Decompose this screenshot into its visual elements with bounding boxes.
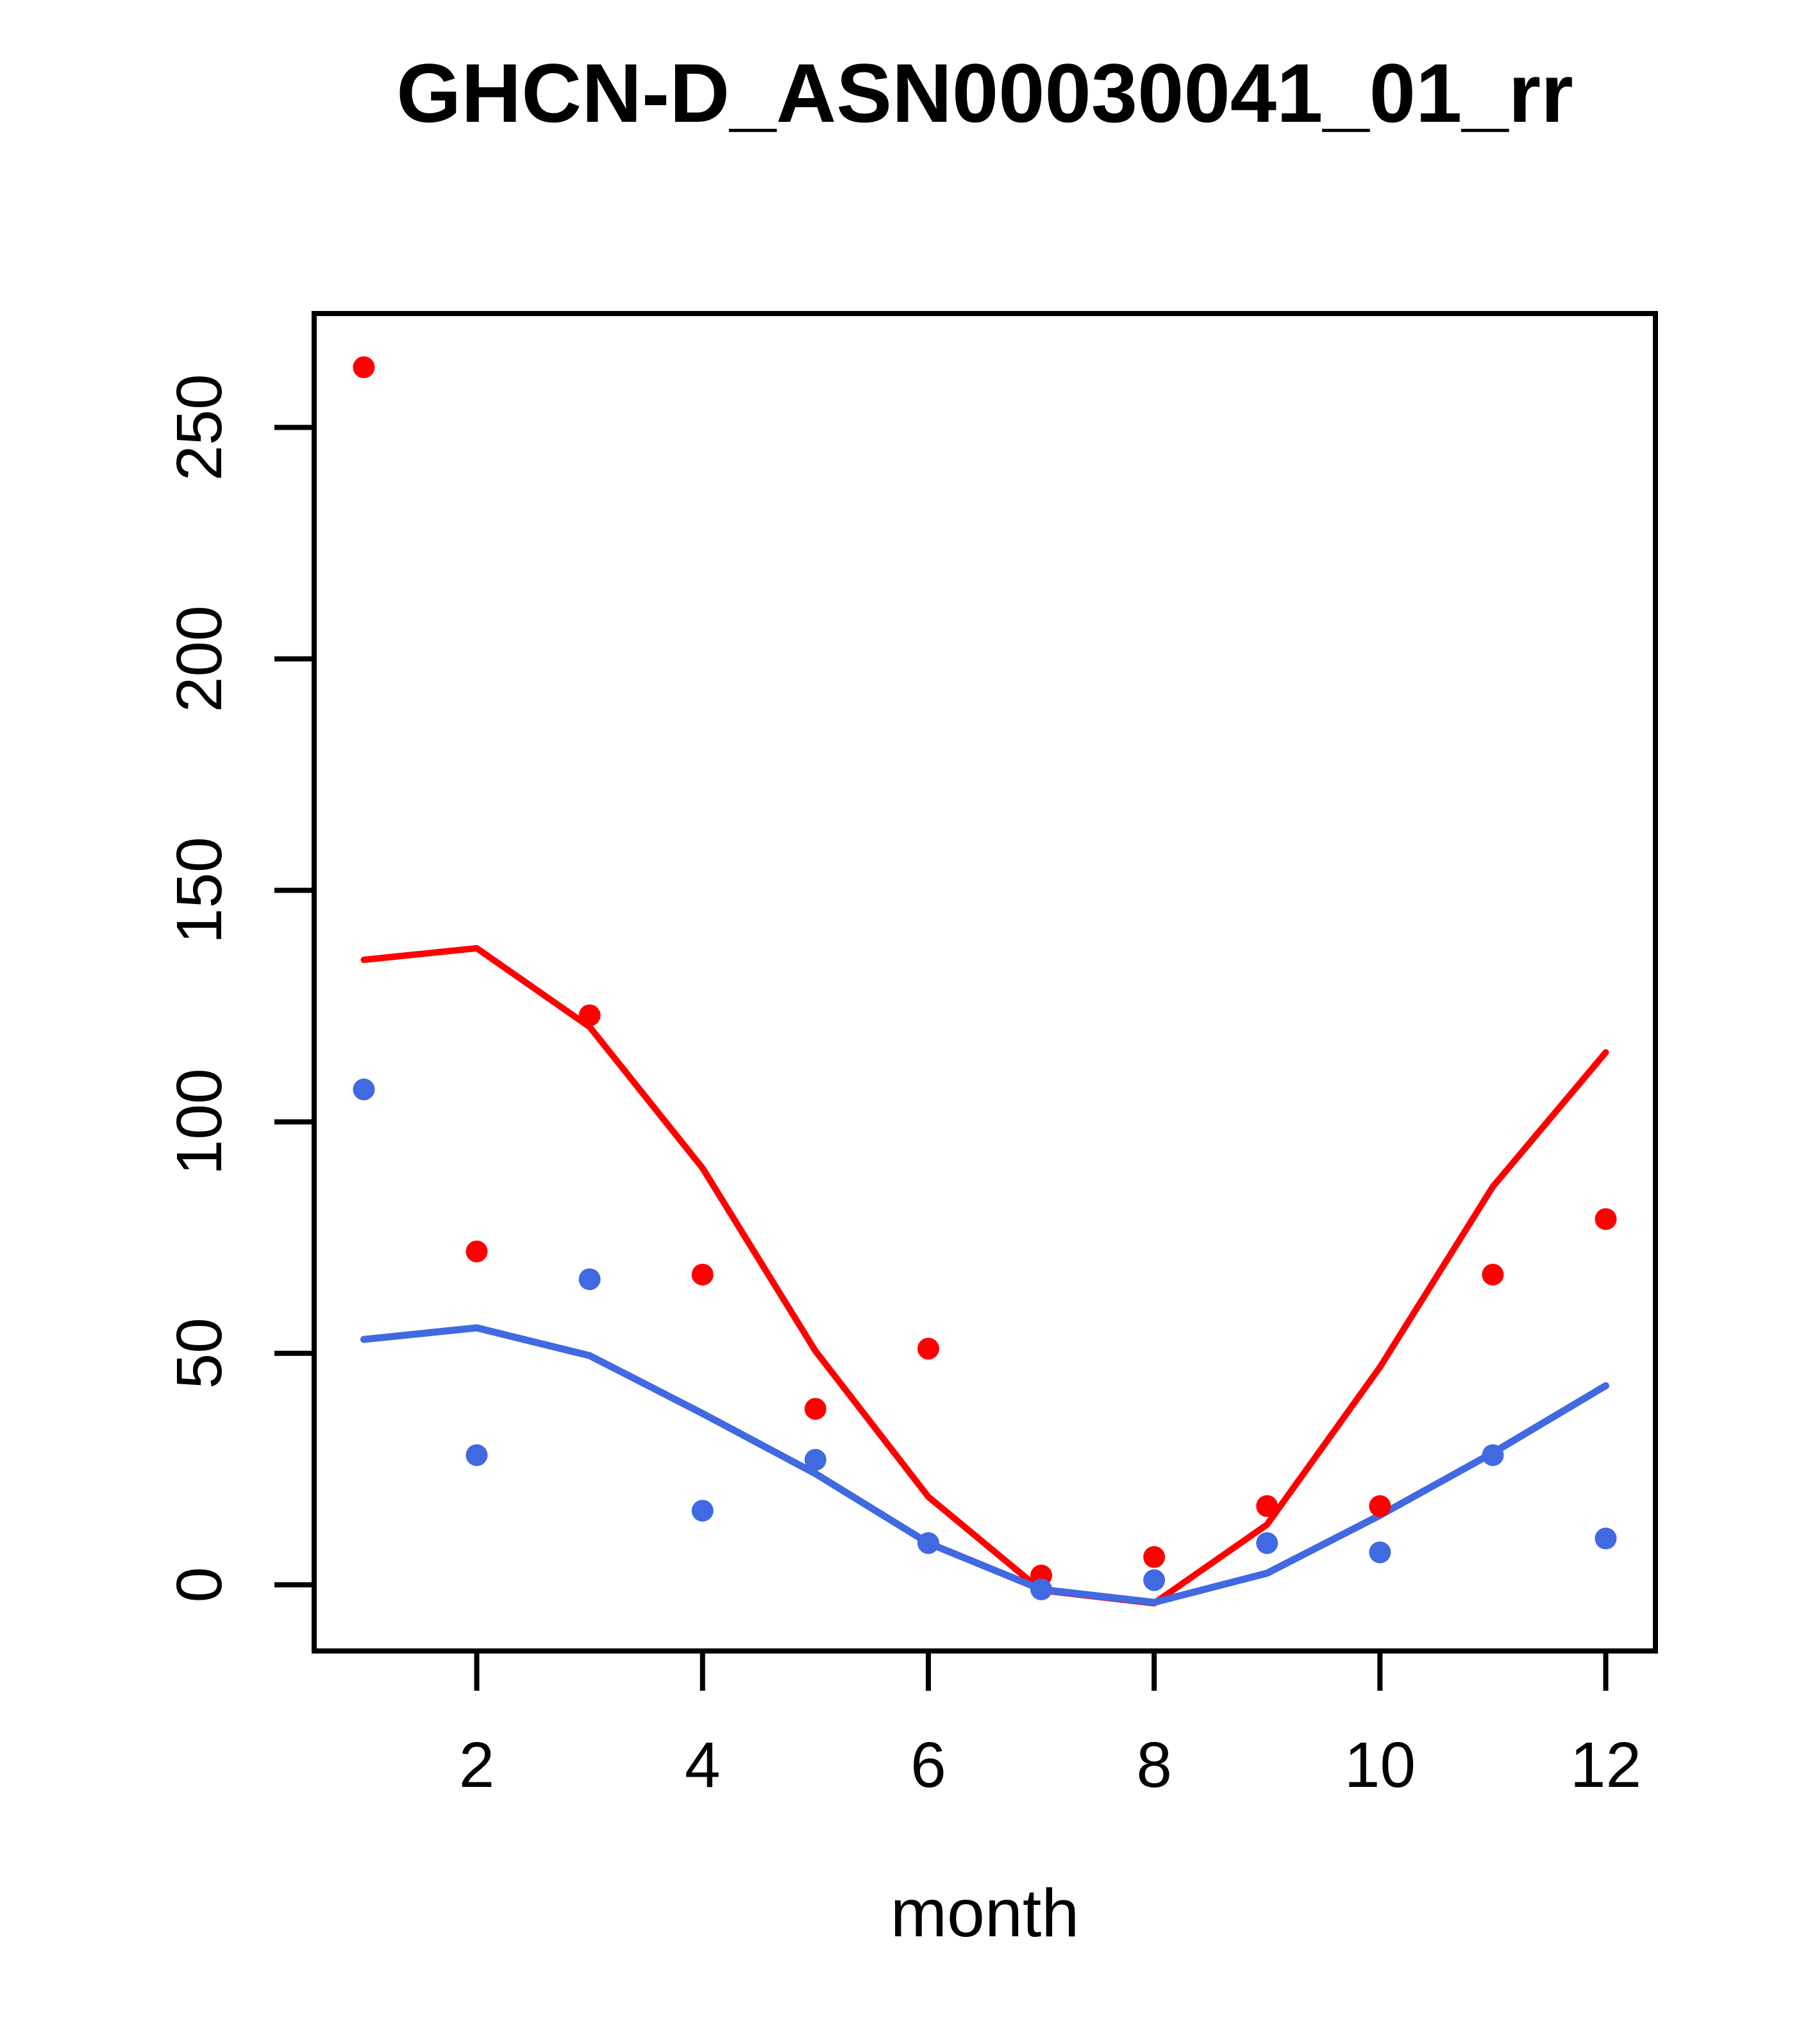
x-tick-label: 8 <box>1136 1729 1172 1801</box>
y-tick-label: 150 <box>163 837 235 944</box>
red-point-marker <box>465 1240 488 1262</box>
red-point-marker <box>1143 1546 1166 1568</box>
red-point-marker <box>1595 1208 1617 1230</box>
plot-box-layer <box>312 311 1658 1654</box>
red-point-marker <box>917 1337 939 1360</box>
red-line-series <box>360 944 1609 1607</box>
y-axis: 0 50 100 150 200 250 <box>163 374 314 1603</box>
blue-point-marker <box>1143 1569 1166 1591</box>
blue-point-marker <box>465 1444 488 1466</box>
y-tick-label: 100 <box>163 1068 235 1175</box>
x-tick-label: 6 <box>910 1729 946 1801</box>
red-point-marker <box>1369 1495 1391 1517</box>
x-tick-label: 12 <box>1570 1729 1641 1801</box>
red-point-marker <box>1482 1263 1504 1286</box>
blue-point-marker <box>578 1268 601 1291</box>
red-point-marker <box>578 1004 601 1026</box>
blue-point-marker <box>1369 1541 1391 1564</box>
blue-point-marker <box>1595 1527 1617 1550</box>
series-layer <box>353 356 1617 1607</box>
y-tick-label: 200 <box>163 605 235 712</box>
y-tick-label: 50 <box>163 1318 235 1389</box>
blue-point-marker <box>917 1532 939 1554</box>
y-tick-label: 250 <box>163 374 235 481</box>
blue-point-marker <box>691 1500 714 1522</box>
plot-box <box>312 311 1658 1654</box>
blue-point-marker <box>1030 1578 1053 1600</box>
x-axis: 2 4 6 8 10 12 <box>459 1651 1641 1801</box>
red-point-marker <box>691 1263 714 1286</box>
x-axis-label: month <box>891 1875 1080 1951</box>
blue-point-marker <box>804 1448 826 1471</box>
y-tick-label: 0 <box>163 1567 235 1603</box>
red-point-marker <box>1256 1495 1278 1517</box>
chart-title: GHCN-D_ASN00030041_01_rr <box>396 46 1573 140</box>
blue-point-marker <box>1256 1532 1278 1554</box>
blue-point-marker <box>353 1078 375 1101</box>
blue-point-marker <box>1482 1444 1504 1466</box>
x-tick-label: 2 <box>459 1729 495 1801</box>
red-point-marker <box>804 1398 826 1420</box>
x-tick-label: 4 <box>685 1729 721 1801</box>
x-tick-label: 10 <box>1344 1729 1416 1801</box>
blue-line-series <box>360 1324 1610 1606</box>
red-point-marker <box>353 356 375 378</box>
